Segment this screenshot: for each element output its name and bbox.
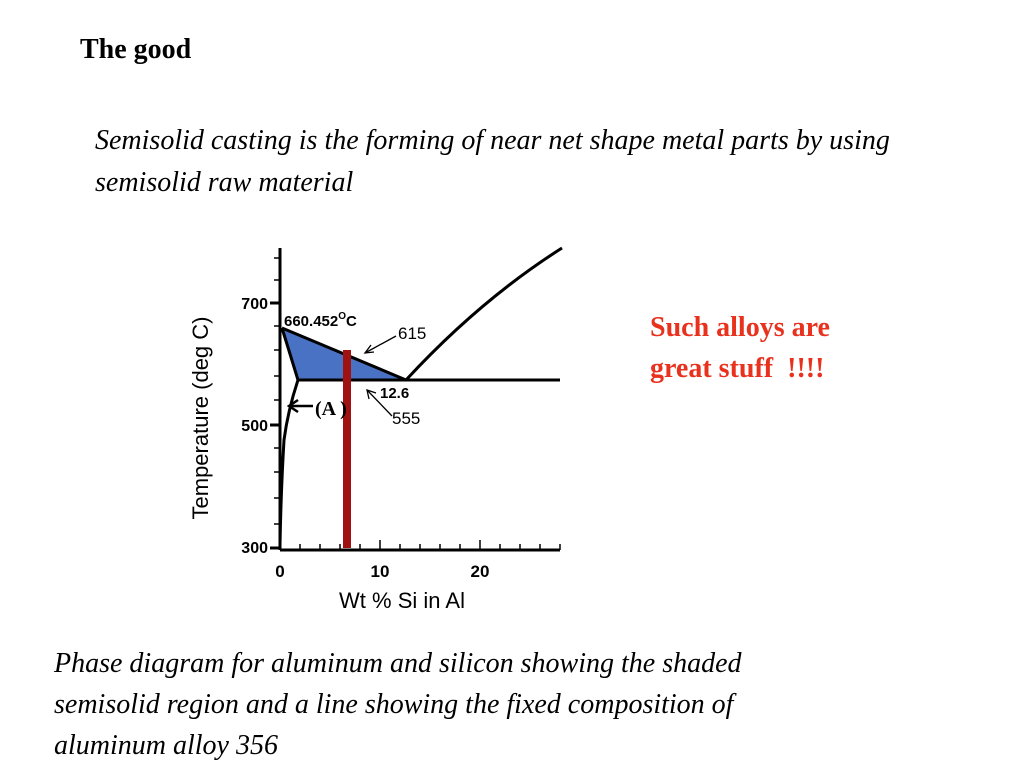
eutectic-composition-label: 12.6 bbox=[380, 385, 409, 402]
caption-line-3: aluminum alloy 356 bbox=[54, 730, 278, 761]
callout-line-2: great stuff !!!! bbox=[650, 353, 825, 384]
figure-caption: Phase diagram for aluminum and silicon s… bbox=[54, 643, 954, 766]
phase-a-label: (A) bbox=[315, 398, 347, 420]
x-tick-label: 20 bbox=[471, 562, 490, 581]
callout-text: Such alloys are great stuff !!!! bbox=[650, 307, 910, 389]
y-axis-title: Temperature (deg C) bbox=[188, 317, 213, 520]
slide-title: The good bbox=[80, 34, 192, 65]
al-si-phase-diagram: 660.452OC 615 12.6 555 (A) 700 500 300 0… bbox=[188, 246, 563, 613]
solvus-line bbox=[278, 379, 300, 546]
solidus-temp-label: 555 bbox=[392, 409, 420, 428]
y-tick-label: 500 bbox=[241, 418, 268, 435]
x-tick-label: 10 bbox=[371, 562, 390, 581]
x-axis-title: Wt % Si in Al bbox=[339, 588, 465, 613]
liquidus-si-side bbox=[404, 246, 563, 382]
solidus-line bbox=[280, 327, 300, 381]
callout-line-1: Such alloys are bbox=[650, 312, 830, 343]
melting-point-label: 660.452OC bbox=[284, 311, 357, 330]
y-tick-label: 300 bbox=[241, 540, 268, 557]
liquidus-temp-label: 615 bbox=[398, 324, 426, 343]
x-tick-label: 0 bbox=[275, 562, 284, 581]
annotation-leaders bbox=[363, 335, 397, 417]
y-tick-label: 700 bbox=[241, 296, 268, 313]
y-major-ticks bbox=[270, 301, 280, 550]
phase-arrow bbox=[286, 398, 313, 414]
x-ticks bbox=[299, 540, 561, 550]
caption-line-2: semisolid region and a line showing the … bbox=[54, 689, 734, 720]
caption-line-1: Phase diagram for aluminum and silicon s… bbox=[54, 648, 742, 679]
intro-text: Semisolid casting is the forming of near… bbox=[95, 125, 890, 198]
